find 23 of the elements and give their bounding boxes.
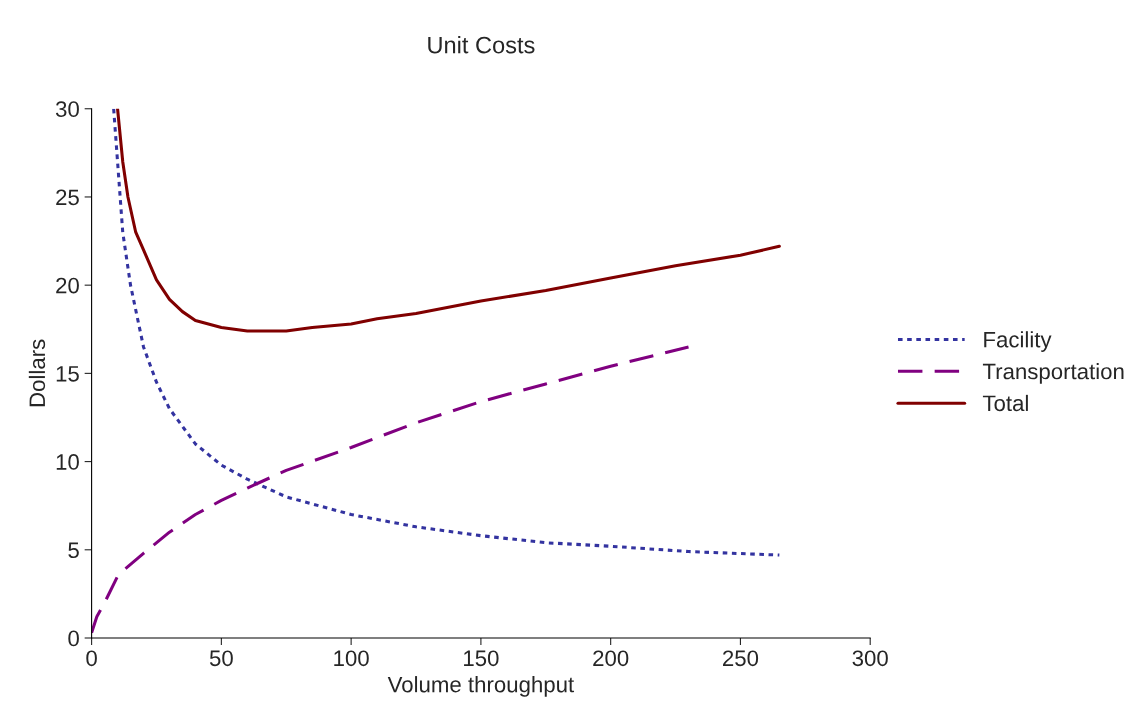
x-tick-label: 250 bbox=[723, 650, 759, 667]
y-tick-label: 25 bbox=[56, 189, 79, 206]
y-tick-label: 5 bbox=[68, 542, 79, 559]
x-tick-label: 50 bbox=[209, 650, 233, 667]
y-tick-label: 30 bbox=[55, 101, 79, 118]
y-tick-label: 0 bbox=[68, 630, 79, 647]
chart-title: Unit Costs bbox=[428, 36, 535, 54]
line-series bbox=[116, 108, 781, 333]
x-tick-label: 0 bbox=[86, 650, 97, 667]
line-series bbox=[112, 108, 781, 557]
legend-label: Facility bbox=[984, 331, 1052, 352]
x-axis-title: Volume throughput bbox=[387, 676, 575, 697]
legend-label: Total bbox=[982, 394, 1028, 412]
line-series bbox=[91, 345, 691, 635]
y-tick-label: 15 bbox=[56, 366, 79, 382]
x-tick-label: 300 bbox=[852, 650, 888, 667]
x-tick-label: 150 bbox=[464, 650, 499, 667]
x-tick-label: 100 bbox=[334, 650, 369, 667]
y-tick-label: 20 bbox=[56, 277, 79, 294]
y-tick-label: 10 bbox=[56, 454, 79, 470]
x-tick-label: 200 bbox=[593, 650, 629, 667]
legend-label: Transportation bbox=[982, 363, 1124, 384]
y-axis-title: Dollars bbox=[28, 339, 46, 407]
